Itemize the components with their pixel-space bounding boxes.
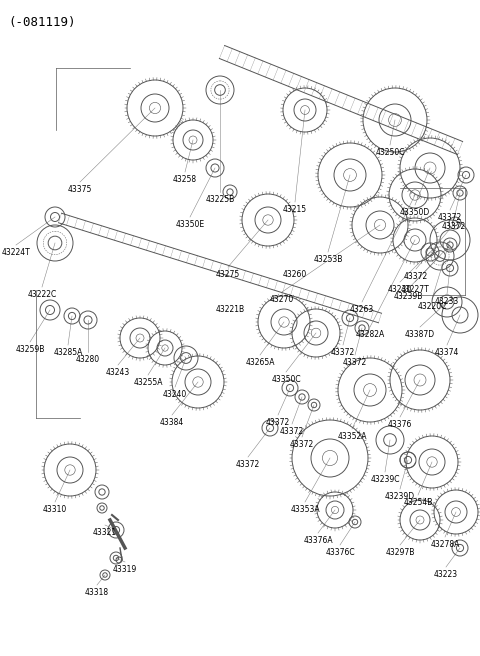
Text: 43215: 43215 bbox=[283, 205, 307, 214]
Text: 43374: 43374 bbox=[435, 348, 459, 357]
Text: 43243: 43243 bbox=[106, 368, 130, 377]
Text: 43260: 43260 bbox=[283, 270, 307, 279]
Text: 43372: 43372 bbox=[438, 213, 462, 222]
Text: 43372: 43372 bbox=[280, 427, 304, 436]
Text: 43265A: 43265A bbox=[245, 358, 275, 367]
Text: 43230: 43230 bbox=[388, 285, 412, 294]
Text: 43376C: 43376C bbox=[325, 548, 355, 557]
Text: 43263: 43263 bbox=[350, 305, 374, 314]
Text: 43239D: 43239D bbox=[385, 492, 415, 501]
Text: 43372: 43372 bbox=[266, 418, 290, 427]
Text: 43372: 43372 bbox=[343, 358, 367, 367]
Text: 43321: 43321 bbox=[93, 528, 117, 537]
Text: 43350E: 43350E bbox=[175, 220, 204, 229]
Text: 43372: 43372 bbox=[442, 222, 466, 231]
Text: 43224T: 43224T bbox=[1, 248, 30, 257]
Text: 43221B: 43221B bbox=[216, 305, 245, 314]
Text: 43387D: 43387D bbox=[405, 330, 435, 339]
Text: 43375: 43375 bbox=[68, 185, 92, 194]
Text: 43278A: 43278A bbox=[430, 540, 460, 549]
Text: 43372: 43372 bbox=[404, 272, 428, 281]
Text: 43280: 43280 bbox=[76, 355, 100, 364]
Text: 43350C: 43350C bbox=[271, 375, 301, 384]
Text: 43285A: 43285A bbox=[53, 348, 83, 357]
Text: 43233: 43233 bbox=[435, 297, 459, 306]
Text: 43376: 43376 bbox=[388, 420, 412, 429]
Text: 43227T: 43227T bbox=[401, 285, 430, 294]
Text: 43239C: 43239C bbox=[370, 475, 400, 484]
Text: 43250C: 43250C bbox=[375, 148, 405, 157]
Text: 43258: 43258 bbox=[173, 175, 197, 184]
Text: 43318: 43318 bbox=[85, 588, 109, 597]
Text: 43319: 43319 bbox=[113, 565, 137, 574]
Text: 43384: 43384 bbox=[160, 418, 184, 427]
Text: 43350D: 43350D bbox=[400, 208, 430, 217]
Text: 43310: 43310 bbox=[43, 505, 67, 514]
Text: 43270: 43270 bbox=[270, 295, 294, 304]
Text: 43352A: 43352A bbox=[337, 432, 367, 441]
Text: 43297B: 43297B bbox=[385, 548, 415, 557]
Text: 43253B: 43253B bbox=[313, 255, 343, 264]
Text: 43259B: 43259B bbox=[15, 345, 45, 354]
Text: 43225B: 43225B bbox=[205, 195, 235, 204]
Text: 43254B: 43254B bbox=[403, 498, 432, 507]
Text: (-081119): (-081119) bbox=[8, 16, 75, 29]
Text: 43353A: 43353A bbox=[290, 505, 320, 514]
Text: 43372: 43372 bbox=[236, 460, 260, 469]
Text: 43372: 43372 bbox=[331, 348, 355, 357]
Text: 43220C: 43220C bbox=[417, 302, 447, 311]
Text: 43376A: 43376A bbox=[303, 536, 333, 545]
Text: 43282A: 43282A bbox=[355, 330, 384, 339]
Text: 43275: 43275 bbox=[216, 270, 240, 279]
Text: 43240: 43240 bbox=[163, 390, 187, 399]
Text: 43255A: 43255A bbox=[133, 378, 163, 387]
Text: 43223: 43223 bbox=[434, 570, 458, 579]
Text: 43372: 43372 bbox=[290, 440, 314, 449]
Text: 43222C: 43222C bbox=[27, 290, 57, 299]
Text: 43239B: 43239B bbox=[393, 292, 423, 301]
